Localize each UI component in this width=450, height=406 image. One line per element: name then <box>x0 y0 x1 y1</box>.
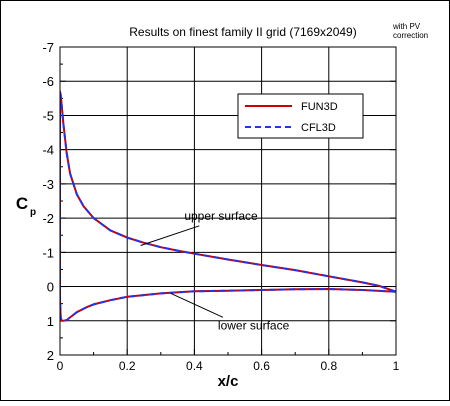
legend-label-cfl3d: CFL3D <box>301 122 336 134</box>
legend-label-fun3d: FUN3D <box>301 101 338 113</box>
upper-surface-label: upper surface <box>184 209 258 223</box>
legend-box <box>237 93 364 139</box>
x-tick-label: 0.2 <box>119 359 136 373</box>
y-tick-label: -4 <box>42 143 54 158</box>
y-tick-label: -5 <box>42 108 54 123</box>
y-tick-label: -6 <box>42 74 54 89</box>
series-line-cfl3d <box>60 90 396 322</box>
x-tick-labels: 0 0.2 0.4 0.6 0.8 1 <box>57 359 400 373</box>
series <box>60 90 396 322</box>
y-tick-label: -3 <box>42 177 54 192</box>
note-line-2: correction <box>393 31 428 40</box>
y-tick-label: -2 <box>42 211 54 226</box>
y-axis-label-subscript: p <box>30 207 36 218</box>
x-tick-label: 0.4 <box>186 359 203 373</box>
plot-frame <box>59 46 397 356</box>
annotations: upper surface lower surface <box>140 209 290 332</box>
legend: FUN3D CFL3D <box>237 93 364 139</box>
note-line-1: with PV <box>392 22 421 31</box>
lower-surface-label: lower surface <box>218 318 290 332</box>
y-axis-label: C <box>16 194 28 213</box>
x-axis-label: x/c <box>218 373 239 390</box>
chart-title: Results on finest family II grid (7169x2… <box>129 25 356 39</box>
y-tick-label: 1 <box>47 314 54 329</box>
x-tick-label: 1 <box>393 359 400 373</box>
y-tick-labels: -7 -6 -5 -4 -3 -2 -1 0 1 2 <box>42 40 54 363</box>
y-tick-label: 0 <box>47 280 54 295</box>
x-tick-label: 0 <box>57 359 64 373</box>
upper-surface-pointer <box>140 225 200 246</box>
y-tick-label: -1 <box>42 245 54 260</box>
y-tick-label: -7 <box>42 40 54 55</box>
x-tick-label: 0.6 <box>253 359 270 373</box>
y-tick-label: 2 <box>47 348 54 363</box>
lower-surface-pointer <box>170 292 224 318</box>
x-tick-label: 0.8 <box>320 359 337 373</box>
